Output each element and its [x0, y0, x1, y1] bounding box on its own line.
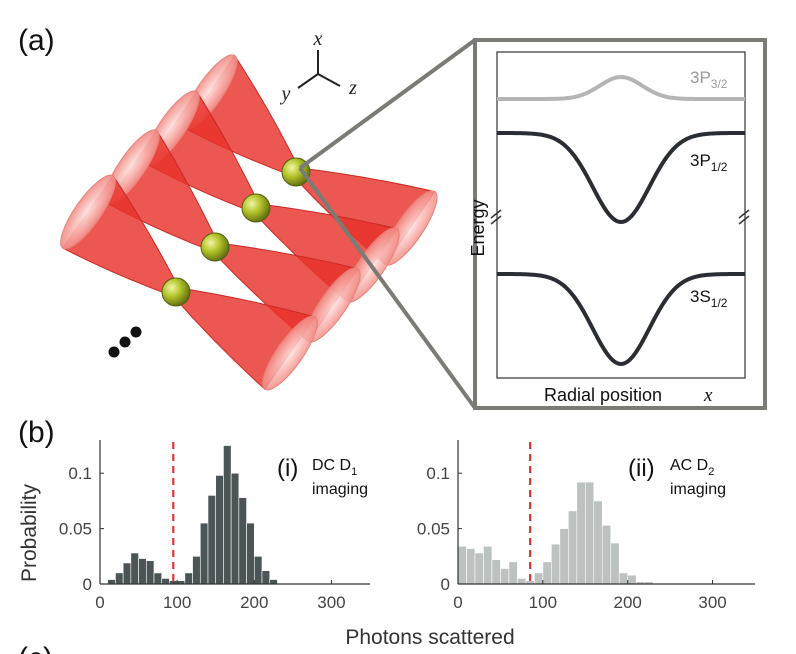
hist2-panel-tag: (ii) [628, 455, 655, 482]
histogram-bar [161, 578, 170, 585]
histogram-bar [192, 556, 201, 585]
histogram-bar [269, 579, 278, 585]
axis-break-left [490, 209, 502, 225]
x-tick-label: 300 [698, 593, 726, 612]
hist1-label-line2: imaging [312, 481, 368, 498]
atom [200, 232, 230, 262]
histogram-bar [576, 481, 586, 585]
histogram-bar [610, 542, 620, 585]
level-label-3p12: 3P1/2 [690, 151, 728, 174]
x-tick-label: 300 [317, 593, 345, 612]
histogram-bar [551, 543, 561, 585]
y-tick-label: 0 [441, 575, 450, 594]
histogram-bar [138, 558, 147, 585]
axes-triad: x y z [280, 28, 358, 105]
histogram-bar [215, 475, 224, 585]
histogram-bar [559, 528, 569, 585]
x-tick-label: 100 [163, 593, 191, 612]
histogram-bar [517, 578, 527, 585]
axis-break-right [738, 209, 750, 225]
histogram-bar [230, 472, 240, 585]
histogram-bar [153, 572, 163, 585]
ellipsis-dots [108, 326, 142, 358]
histogram-bar [534, 572, 544, 585]
x-tick-label: 100 [529, 593, 557, 612]
histogram-bar [618, 572, 629, 585]
histogram-bar [199, 522, 209, 585]
histogram-bar [601, 524, 612, 585]
hist-xlabel: Photons scattered [345, 626, 514, 649]
y-tick-label: 0.1 [426, 464, 450, 483]
histogram-bar [627, 574, 637, 585]
inset-xlabel-var: x [703, 385, 713, 406]
histogram-bar [542, 561, 552, 585]
histogram-ac-d2: 0 100 200 300 0 0.05 0.1 [417, 440, 755, 612]
histogram-bar [207, 495, 217, 585]
zoom-connector [298, 38, 477, 410]
panel-label-a: (a) [18, 24, 55, 57]
histogram-bar [238, 497, 247, 585]
level-label-3p32: 3P3/2 [690, 68, 728, 91]
histogram-bar [593, 500, 603, 585]
level-label-3s12: 3S1/2 [690, 287, 728, 310]
axis-y-label: y [280, 83, 291, 105]
panel-label-b: (b) [18, 416, 55, 449]
x-tick-label: 0 [95, 593, 104, 612]
hist2-label-line2: imaging [670, 481, 726, 498]
histogram-bar [261, 570, 271, 585]
inset-plot-box [496, 51, 746, 379]
y-tick-label: 0.05 [59, 520, 92, 539]
y-tick-label: 0.1 [68, 464, 92, 483]
panel-label-c: (c) [18, 642, 53, 654]
histogram-bar [107, 579, 116, 585]
axis-x-label: x [313, 28, 323, 50]
hist2-label-line1: AC D2 [670, 457, 714, 478]
axis-z-label: z [348, 77, 357, 99]
histogram-bar [466, 548, 476, 585]
histogram-bar [130, 552, 139, 585]
histogram-bar [474, 552, 484, 585]
histogram-bar [122, 562, 132, 585]
histogram-bar [508, 561, 518, 585]
hist-ylabel: Probability [18, 483, 41, 582]
histogram-bar [568, 510, 578, 585]
histogram-bar [253, 556, 263, 585]
atom [241, 193, 271, 223]
y-tick-label: 0 [83, 575, 92, 594]
inset-xlabel: Radial position [544, 385, 662, 405]
level-curve-3s12 [497, 272, 745, 367]
energy-inset: Energy Radial position x 3P3/2 3P1/2 3S1… [468, 38, 767, 410]
level-curve-3p32 [497, 74, 745, 101]
tweezer-beam [60, 174, 318, 391]
histogram-dc-d1: 0 100 200 300 0 0.05 0.1 [59, 440, 370, 612]
tweezer-array [60, 54, 438, 391]
x-tick-label: 0 [453, 593, 462, 612]
histogram-bar [223, 445, 232, 585]
x-tick-label: 200 [614, 593, 642, 612]
histogram-bar [491, 559, 501, 585]
histogram-bar [584, 481, 595, 585]
histogram-bar [145, 560, 155, 585]
histogram-bar [457, 546, 467, 585]
inset-ylabel: Energy [468, 199, 488, 256]
histogram-bar [483, 546, 493, 585]
x-tick-label: 200 [240, 593, 268, 612]
hist1-panel-tag: (i) [277, 455, 298, 482]
histogram-bar [246, 522, 255, 585]
histogram-bar [115, 572, 124, 585]
y-tick-label: 0.05 [417, 520, 450, 539]
hist1-label-line1: DC D1 [312, 457, 357, 478]
histogram-bar [500, 568, 510, 585]
histogram-bar [184, 572, 193, 585]
level-curve-3p12 [497, 131, 745, 225]
atom [161, 277, 191, 307]
